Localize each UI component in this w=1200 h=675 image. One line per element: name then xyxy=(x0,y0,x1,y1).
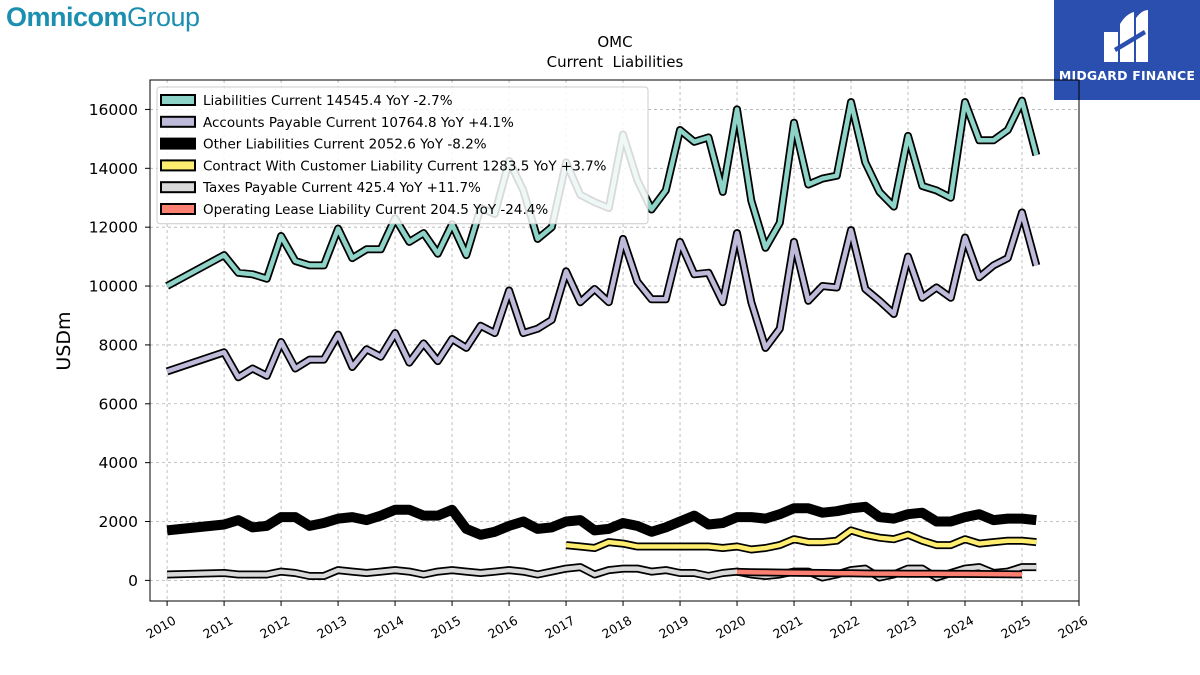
x-tick-label: 2016 xyxy=(485,613,520,642)
series-line-fill xyxy=(565,528,1037,552)
series-lines xyxy=(165,96,1041,582)
midgard-emblem-icon xyxy=(1104,10,1148,62)
legend-swatch xyxy=(160,181,196,194)
publisher-logo-text: MIDGARD FINANCE xyxy=(1058,68,1196,83)
midgard-finance-logo: MIDGARD FINANCE xyxy=(1054,0,1200,100)
y-tick-label: 0 xyxy=(128,572,138,590)
series-5-line xyxy=(736,567,1023,579)
legend-label: Operating Lease Liability Current 204.5 … xyxy=(203,202,548,218)
chart-subtitle: Current Liabilities xyxy=(547,53,684,71)
x-tick-label: 2010 xyxy=(143,613,178,642)
x-tick-label: 2019 xyxy=(656,613,691,642)
y-tick-label: 10000 xyxy=(89,278,138,296)
x-tick-label: 2013 xyxy=(314,613,349,642)
logo-bold-text: Omnicom xyxy=(6,2,128,32)
legend-label: Taxes Payable Current 425.4 YoY +11.7% xyxy=(202,180,481,196)
axis-ticks: 2010 2011 2012 2013 2014 2015 2016 2017 2018 2019… xyxy=(89,101,1091,642)
plot-frame xyxy=(149,79,1080,602)
legend-label: Other Liabilities Current 2052.6 YoY -8.… xyxy=(203,137,487,153)
x-tick-label: 2023 xyxy=(884,613,919,642)
series-2-line xyxy=(166,501,1037,540)
legend-label: Liabilities Current 14545.4 YoY -2.7% xyxy=(203,93,453,109)
x-tick-label: 2014 xyxy=(371,613,406,642)
y-tick-label: 12000 xyxy=(89,219,138,237)
y-tick-label: 16000 xyxy=(89,101,138,119)
x-tick-label: 2024 xyxy=(941,613,976,642)
legend-swatch xyxy=(160,94,196,106)
chart-title: OMC xyxy=(597,33,632,51)
x-tick-label: 2012 xyxy=(257,613,292,642)
x-tick-label: 2026 xyxy=(1055,613,1090,642)
y-tick-label: 6000 xyxy=(99,395,138,413)
legend-label: Accounts Payable Current 10764.8 YoY +4.… xyxy=(203,115,514,131)
x-tick-label: 2018 xyxy=(599,613,634,642)
series-line-fill xyxy=(166,501,1037,540)
y-tick-label: 8000 xyxy=(99,336,138,354)
legend-box xyxy=(156,86,649,225)
legend-label: Contract With Customer Liability Current… xyxy=(203,158,607,174)
x-tick-label: 2020 xyxy=(713,613,748,642)
x-tick-label: 2015 xyxy=(428,613,463,642)
series-3-line xyxy=(565,526,1037,554)
omnicom-group-logo: OmnicomGroup xyxy=(6,2,200,33)
logo-light-text: Group xyxy=(127,2,200,32)
x-tick-label: 2022 xyxy=(827,613,862,642)
legend-swatch xyxy=(160,137,196,150)
x-tick-label: 2011 xyxy=(200,613,235,642)
y-tick-label: 14000 xyxy=(89,160,138,178)
legend: Liabilities Current 14545.4 YoY -2.7% Acc… xyxy=(156,86,649,225)
x-tick-label: 2017 xyxy=(542,613,577,642)
x-tick-label: 2021 xyxy=(770,613,805,642)
y-axis-label: USDm xyxy=(53,311,75,370)
legend-swatch xyxy=(160,159,196,172)
y-tick-label: 2000 xyxy=(99,513,138,531)
y-tick-label: 4000 xyxy=(99,454,138,472)
legend-swatch xyxy=(160,115,196,128)
series-line-fill xyxy=(166,210,1039,380)
x-tick-label: 2025 xyxy=(998,613,1033,642)
series-1-line xyxy=(165,208,1041,382)
legend-swatch xyxy=(160,203,196,215)
series-line-fill xyxy=(736,569,1023,577)
